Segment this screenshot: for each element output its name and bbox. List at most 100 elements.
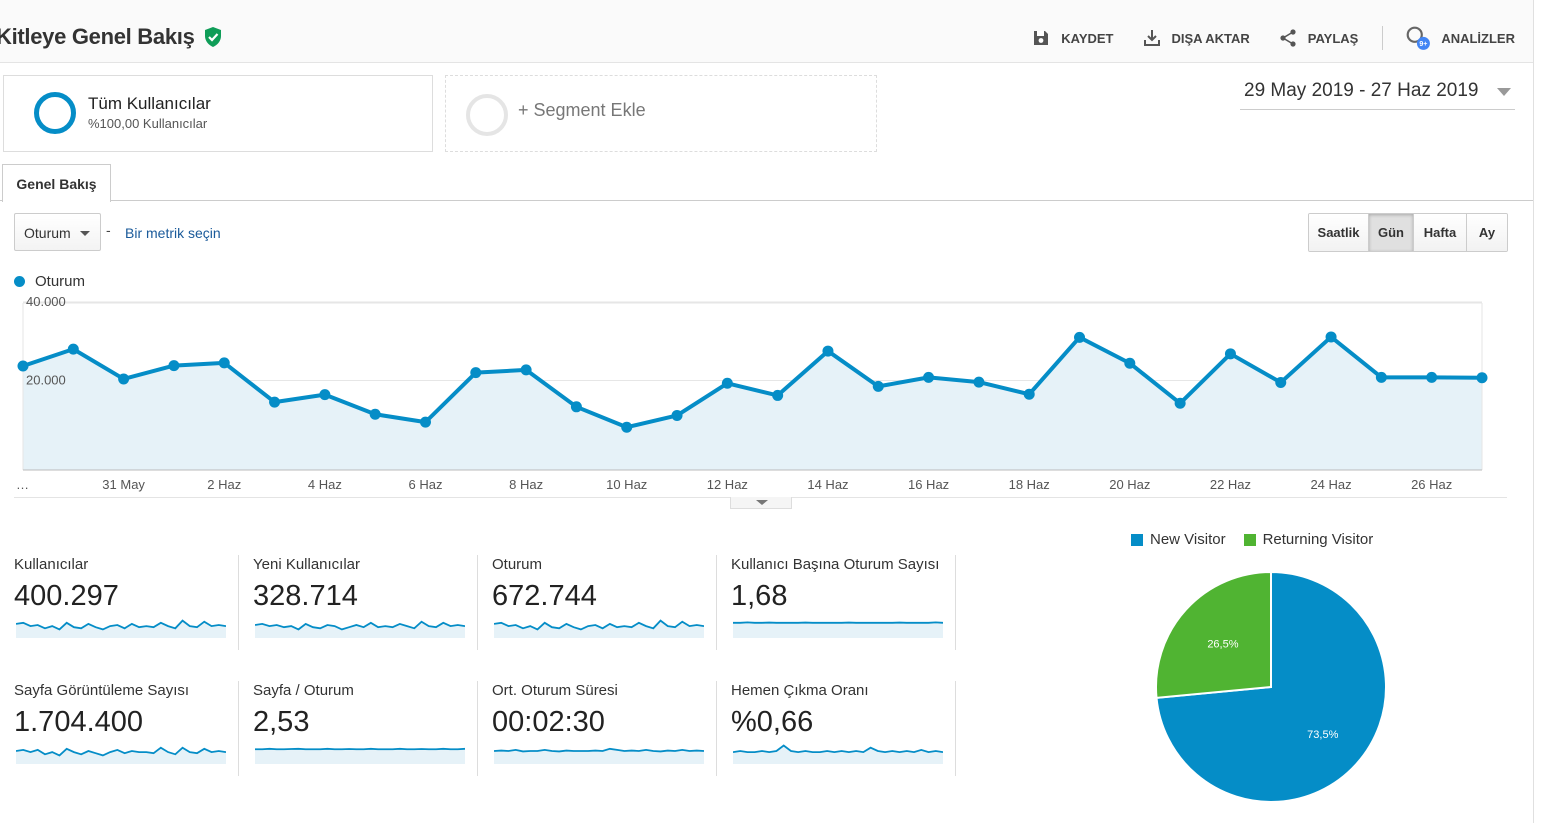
share-button[interactable]: PAYLAŞ (1278, 28, 1358, 48)
data-point[interactable] (872, 380, 884, 392)
data-point[interactable] (1124, 357, 1136, 369)
metric-card[interactable]: Yeni Kullanıcılar 328.714 (239, 550, 478, 650)
metric-label: Kullanıcı Başına Oturum Sayısı (731, 556, 940, 573)
metric-divider (477, 555, 478, 650)
metric-value: 400.297 (14, 580, 119, 612)
data-point[interactable] (923, 371, 935, 383)
x-tick-label: 26 Haz (1411, 477, 1452, 492)
data-point[interactable] (1375, 371, 1387, 383)
insights-icon: 9+ (1406, 26, 1431, 50)
data-point[interactable] (419, 416, 431, 428)
pie-slice-label: 73,5% (1307, 729, 1338, 741)
export-icon (1143, 30, 1160, 46)
top-bar: Kitleye Genel Bakış KAYDET DIŞA AKTAR PA… (0, 0, 1533, 63)
tab-overview[interactable]: Genel Bakış (2, 164, 111, 202)
y-tick-label: 20.000 (26, 373, 66, 388)
x-tick-label: 4 Haz (308, 477, 342, 492)
metric-card[interactable]: Kullanıcılar 400.297 (0, 550, 239, 650)
metric-card[interactable]: Ort. Oturum Süresi 00:02:30 (478, 676, 717, 776)
insights-button[interactable]: 9+ ANALİZLER (1405, 25, 1515, 51)
save-button[interactable]: KAYDET (1031, 28, 1114, 48)
pie-legend-returning[interactable]: Returning Visitor (1243, 531, 1373, 548)
y-tick-label: 40.000 (26, 294, 66, 309)
data-point[interactable] (1325, 331, 1337, 343)
metric-label: Hemen Çıkma Oranı (731, 682, 869, 699)
data-point[interactable] (1275, 376, 1287, 388)
data-point[interactable] (168, 360, 180, 372)
data-point[interactable] (67, 343, 79, 355)
granularity-hourly-button[interactable]: Saatlik (1309, 214, 1369, 251)
data-point[interactable] (671, 409, 683, 421)
data-point[interactable] (772, 389, 784, 401)
data-point[interactable] (1023, 388, 1035, 400)
granularity-toggle: Saatlik Gün Hafta Ay (1308, 213, 1508, 252)
actions-divider (1382, 26, 1384, 50)
legend-dot-icon (14, 276, 25, 287)
data-point[interactable] (369, 408, 381, 420)
metric-card[interactable]: Sayfa Görüntüleme Sayısı 1.704.400 (0, 676, 239, 776)
data-point[interactable] (822, 345, 834, 357)
data-point[interactable] (470, 367, 482, 379)
x-tick-label: 22 Haz (1210, 477, 1251, 492)
metric-sparkline (494, 619, 704, 638)
data-point[interactable] (1074, 331, 1086, 343)
metric-sparkline (16, 746, 226, 764)
metric-separator: - (106, 222, 111, 238)
x-tick-label: 12 Haz (707, 477, 748, 492)
metric-label: Sayfa Görüntüleme Sayısı (14, 682, 190, 699)
data-point[interactable] (1174, 397, 1186, 409)
granularity-day-button[interactable]: Gün (1369, 214, 1414, 251)
granularity-month-button[interactable]: Ay (1467, 214, 1507, 251)
pie-slice[interactable] (1155, 570, 1272, 699)
data-point[interactable] (721, 377, 733, 389)
dropdown-caret-icon (80, 231, 90, 236)
date-range-text: 29 May 2019 - 27 Haz 2019 (1244, 80, 1479, 101)
verified-shield-icon (203, 26, 223, 48)
metric-value: 00:02:30 (492, 706, 605, 738)
granularity-week-button[interactable]: Hafta (1414, 214, 1467, 251)
metric-label: Ort. Oturum Süresi (492, 682, 618, 699)
x-tick-label: 2 Haz (207, 477, 241, 492)
metric-value: 672.744 (492, 580, 597, 612)
data-point[interactable] (1224, 348, 1236, 360)
x-tick-label: 31 May (102, 477, 145, 492)
data-point[interactable] (269, 396, 281, 408)
chart-legend: Oturum (14, 273, 85, 290)
data-point[interactable] (218, 357, 230, 369)
metric-label: Oturum (492, 556, 543, 573)
metric-card[interactable]: Sayfa / Oturum 2,53 (239, 676, 478, 776)
export-button[interactable]: DIŞA AKTAR (1142, 28, 1250, 48)
metric-divider (477, 681, 478, 776)
metric-dropdown[interactable]: Oturum (14, 213, 101, 251)
data-point[interactable] (1426, 371, 1438, 383)
segment-name: Tüm Kullanıcılar (88, 94, 211, 113)
x-tick-label: 20 Haz (1109, 477, 1150, 492)
metric-sparkline (16, 619, 226, 638)
chevron-down-icon (1497, 88, 1511, 96)
metric-card[interactable]: Hemen Çıkma Oranı %0,66 (717, 676, 956, 776)
metric-card[interactable]: Oturum 672.744 (478, 550, 717, 650)
metric-card[interactable]: Kullanıcı Başına Oturum Sayısı 1,68 (717, 550, 956, 650)
data-point[interactable] (17, 360, 29, 372)
tab-overview-label: Genel Bakış (16, 175, 97, 192)
pie-legend-new[interactable]: New Visitor (1131, 531, 1226, 548)
metric-divider (716, 555, 717, 650)
data-point[interactable] (1476, 372, 1488, 384)
sessions-line-chart: 40.000 20.000 … 31 May 2 Haz 4 Haz 6 Haz 8 Haz 1… (16, 294, 1488, 492)
add-segment-button[interactable]: + Segment Ekle (445, 75, 877, 152)
x-tick-label: 18 Haz (1009, 477, 1050, 492)
data-point[interactable] (570, 401, 582, 413)
chart-collapse-handle[interactable] (730, 497, 792, 509)
tab-divider (0, 200, 1533, 201)
data-point[interactable] (621, 421, 633, 433)
date-range-picker[interactable]: 29 May 2019 - 27 Haz 2019 (1240, 78, 1515, 110)
segment-card-all-users[interactable]: Tüm Kullanıcılar %100,00 Kullanıcılar (3, 75, 433, 152)
data-point[interactable] (520, 364, 532, 376)
metric-label: Sayfa / Oturum (253, 682, 354, 699)
metric-sparkline (255, 620, 465, 638)
pick-metric-link[interactable]: Bir metrik seçin (125, 225, 221, 241)
data-point[interactable] (973, 376, 985, 388)
data-point[interactable] (319, 389, 331, 401)
data-point[interactable] (118, 373, 130, 385)
pie-legend: New Visitor Returning Visitor (1131, 531, 1373, 548)
